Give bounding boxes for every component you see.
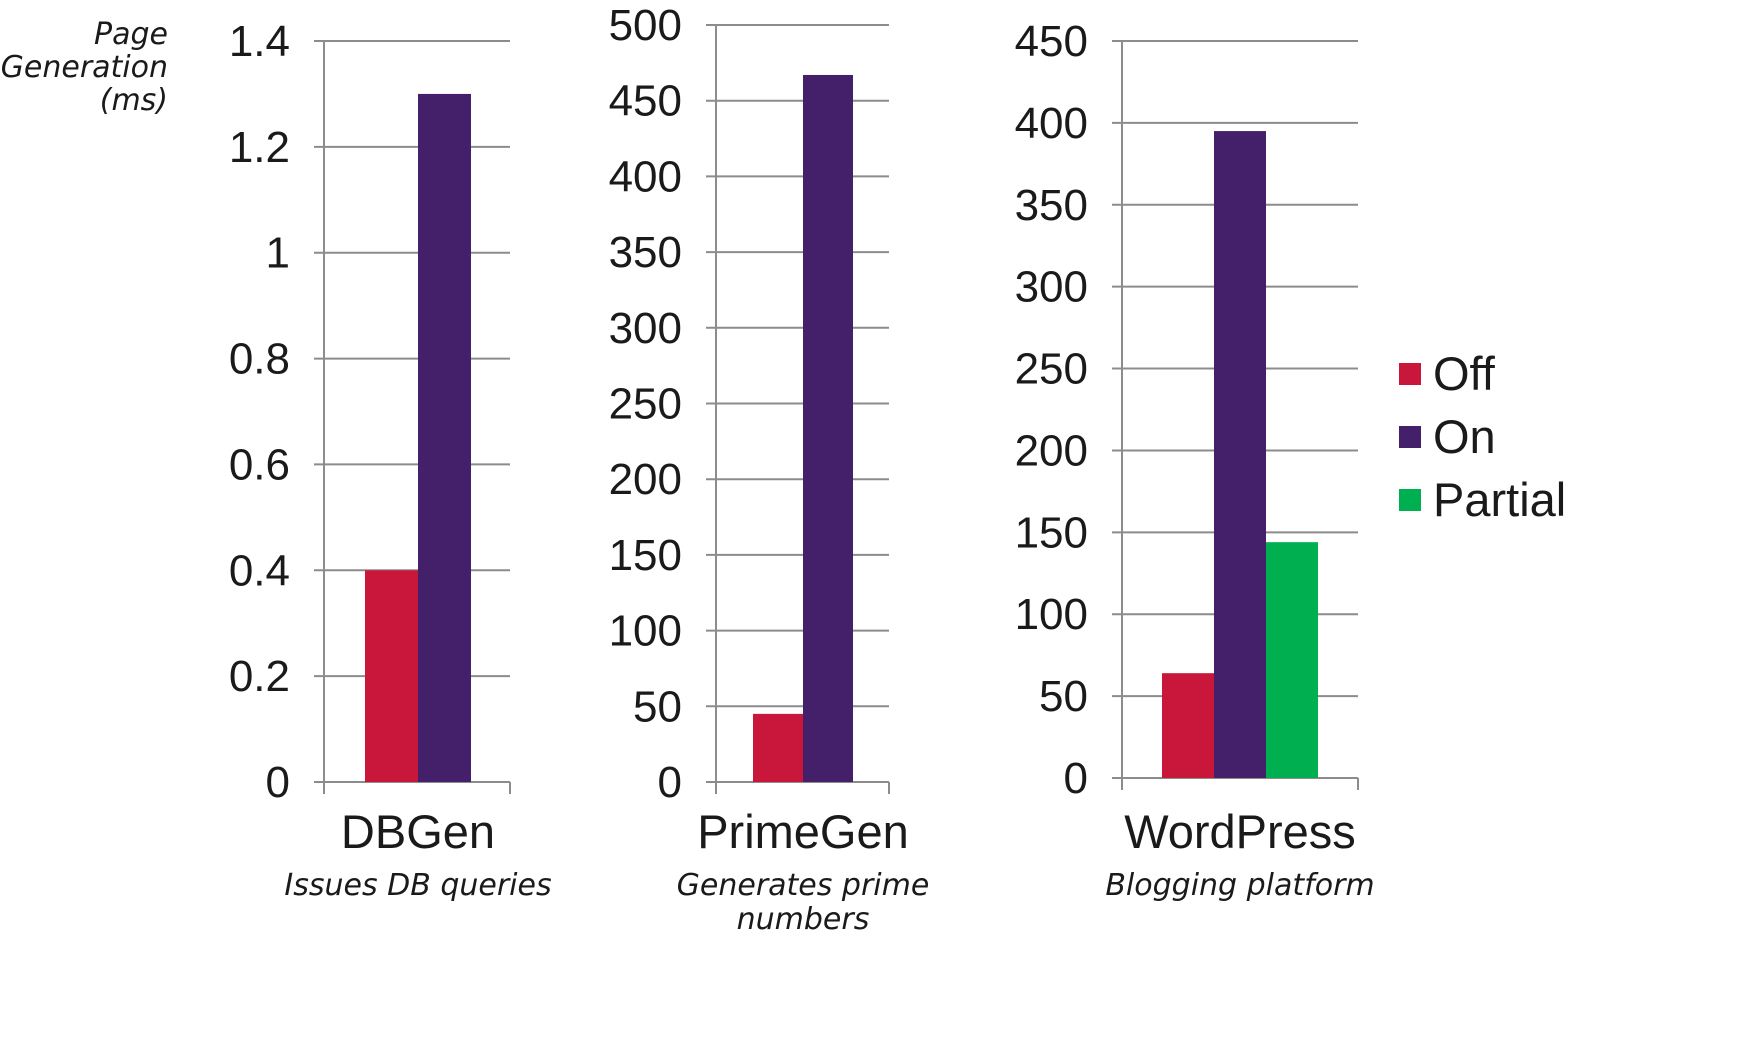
bar-off bbox=[1162, 673, 1214, 778]
y-tick-label: 0.4 bbox=[229, 546, 290, 595]
legend: Off On Partial bbox=[1399, 347, 1566, 526]
y-tick-label: 400 bbox=[1015, 99, 1088, 148]
y-tick-label: 1.2 bbox=[229, 123, 290, 172]
legend-item-off: Off bbox=[1399, 347, 1496, 400]
y-tick-label: 250 bbox=[1015, 345, 1088, 394]
chart-panel-dbgen: 0 0.2 0.4 0.6 0.8 1 1.2 1.4 DBGen Issues DB queri… bbox=[229, 17, 552, 903]
legend-swatch bbox=[1399, 489, 1421, 511]
legend-label: Off bbox=[1433, 347, 1496, 400]
bar-on bbox=[1214, 131, 1266, 779]
y-tick-label: 500 bbox=[609, 1, 682, 50]
y-tick-label: 1 bbox=[266, 229, 290, 278]
y-tick-label: 350 bbox=[609, 228, 682, 277]
y-tick-label: 1.4 bbox=[229, 17, 290, 66]
legend-item-on: On bbox=[1399, 410, 1496, 463]
y-tick-label: 150 bbox=[609, 531, 682, 580]
y-tick-label: 0.6 bbox=[229, 440, 290, 489]
bar-off bbox=[753, 713, 803, 782]
legend-label: Partial bbox=[1433, 473, 1566, 526]
legend-swatch bbox=[1399, 363, 1421, 385]
y-tick-label: 450 bbox=[609, 77, 682, 126]
y-tick-label: 0 bbox=[266, 758, 290, 807]
category-label: WordPress bbox=[1124, 805, 1356, 858]
y-tick-label: 0 bbox=[1064, 754, 1088, 803]
legend-item-partial: Partial bbox=[1399, 473, 1566, 526]
legend-label: On bbox=[1433, 410, 1496, 463]
y-tick-label: 0 bbox=[658, 758, 682, 807]
category-subtitle: Issues DB queries bbox=[284, 868, 551, 903]
y-tick-label: 50 bbox=[633, 682, 682, 731]
bar-on bbox=[418, 93, 471, 782]
bar-partial bbox=[1266, 542, 1318, 778]
category-label: DBGen bbox=[341, 805, 495, 858]
y-tick-label: 250 bbox=[609, 380, 682, 429]
chart-panel-primegen: 0 50 100 150 200 250 300 350 400 450 500 PrimeGen Ge… bbox=[609, 1, 930, 937]
chart-panels: 0 0.2 0.4 0.6 0.8 1 1.2 1.4 DBGen Issues DB queri… bbox=[229, 1, 1375, 937]
y-tick-label: 150 bbox=[1015, 508, 1088, 557]
y-tick-label: 50 bbox=[1039, 672, 1088, 721]
legend-swatch bbox=[1399, 426, 1421, 448]
y-tick-label: 200 bbox=[1015, 426, 1088, 475]
y-tick-label: 300 bbox=[1015, 263, 1088, 312]
y-tick-label: 300 bbox=[609, 304, 682, 353]
category-subtitle: Blogging platform bbox=[1105, 868, 1374, 903]
y-tick-label: 350 bbox=[1015, 181, 1088, 230]
chart-panel-wordpress: 0 50 100 150 200 250 300 350 400 450 WordPress Blog… bbox=[1015, 17, 1375, 903]
y-axis-label: Page Generation (ms) bbox=[1, 17, 168, 118]
category-subtitle: Generates prime numbers bbox=[677, 868, 930, 937]
y-tick-label: 100 bbox=[1015, 590, 1088, 639]
y-axis-title: Page Generation (ms) bbox=[1, 17, 168, 118]
category-label: PrimeGen bbox=[697, 805, 909, 858]
bar-on bbox=[803, 74, 853, 783]
bar-off bbox=[365, 570, 418, 782]
y-tick-label: 450 bbox=[1015, 17, 1088, 66]
y-tick-label: 400 bbox=[609, 152, 682, 201]
y-tick-label: 0.2 bbox=[229, 652, 290, 701]
y-tick-label: 0.8 bbox=[229, 335, 290, 384]
y-tick-label: 200 bbox=[609, 455, 682, 504]
y-tick-label: 100 bbox=[609, 607, 682, 656]
